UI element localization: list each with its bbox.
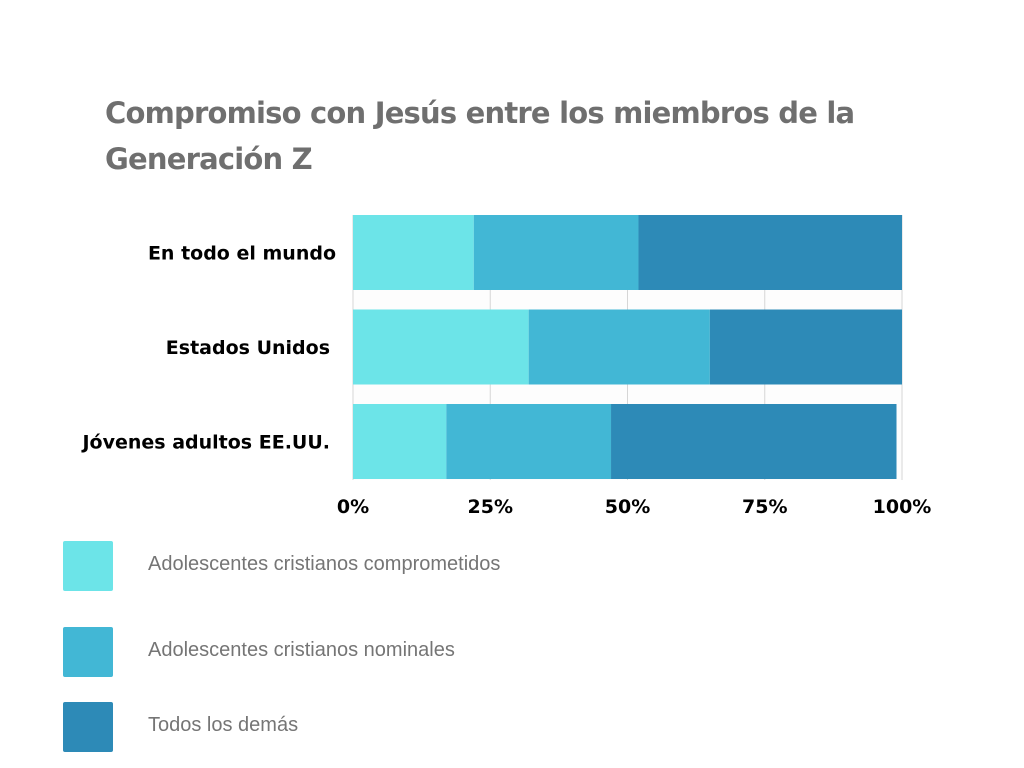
- bar-segment: [353, 404, 447, 479]
- bar-segment: [709, 309, 902, 385]
- legend-swatch: [63, 627, 113, 677]
- bar-segment: [353, 309, 529, 385]
- legend-swatch: [63, 702, 113, 752]
- category-label: Estados Unidos: [166, 337, 330, 359]
- x-tick-label: 25%: [468, 496, 513, 518]
- bar-segment: [353, 215, 474, 290]
- category-label: Jóvenes adultos EE.UU.: [80, 432, 330, 454]
- legend-swatch: [63, 541, 113, 591]
- category-label: En todo el mundo: [148, 243, 336, 265]
- bar-segment: [473, 215, 639, 290]
- bar-segment: [611, 404, 897, 479]
- legend-label: Adolescentes cristianos nominales: [148, 639, 455, 661]
- bar-segment: [446, 404, 612, 479]
- x-tick-label: 100%: [873, 496, 932, 518]
- x-tick-label: 0%: [337, 496, 369, 518]
- bar-segment: [528, 309, 710, 385]
- x-tick-label: 75%: [742, 496, 787, 518]
- legend-label: Adolescentes cristianos comprometidos: [148, 553, 501, 575]
- chart-title: Compromiso con Jesús entre los miembros …: [105, 96, 855, 176]
- legend-label: Todos los demás: [148, 714, 299, 736]
- x-tick-label: 50%: [605, 496, 650, 518]
- bar-segment: [638, 215, 902, 290]
